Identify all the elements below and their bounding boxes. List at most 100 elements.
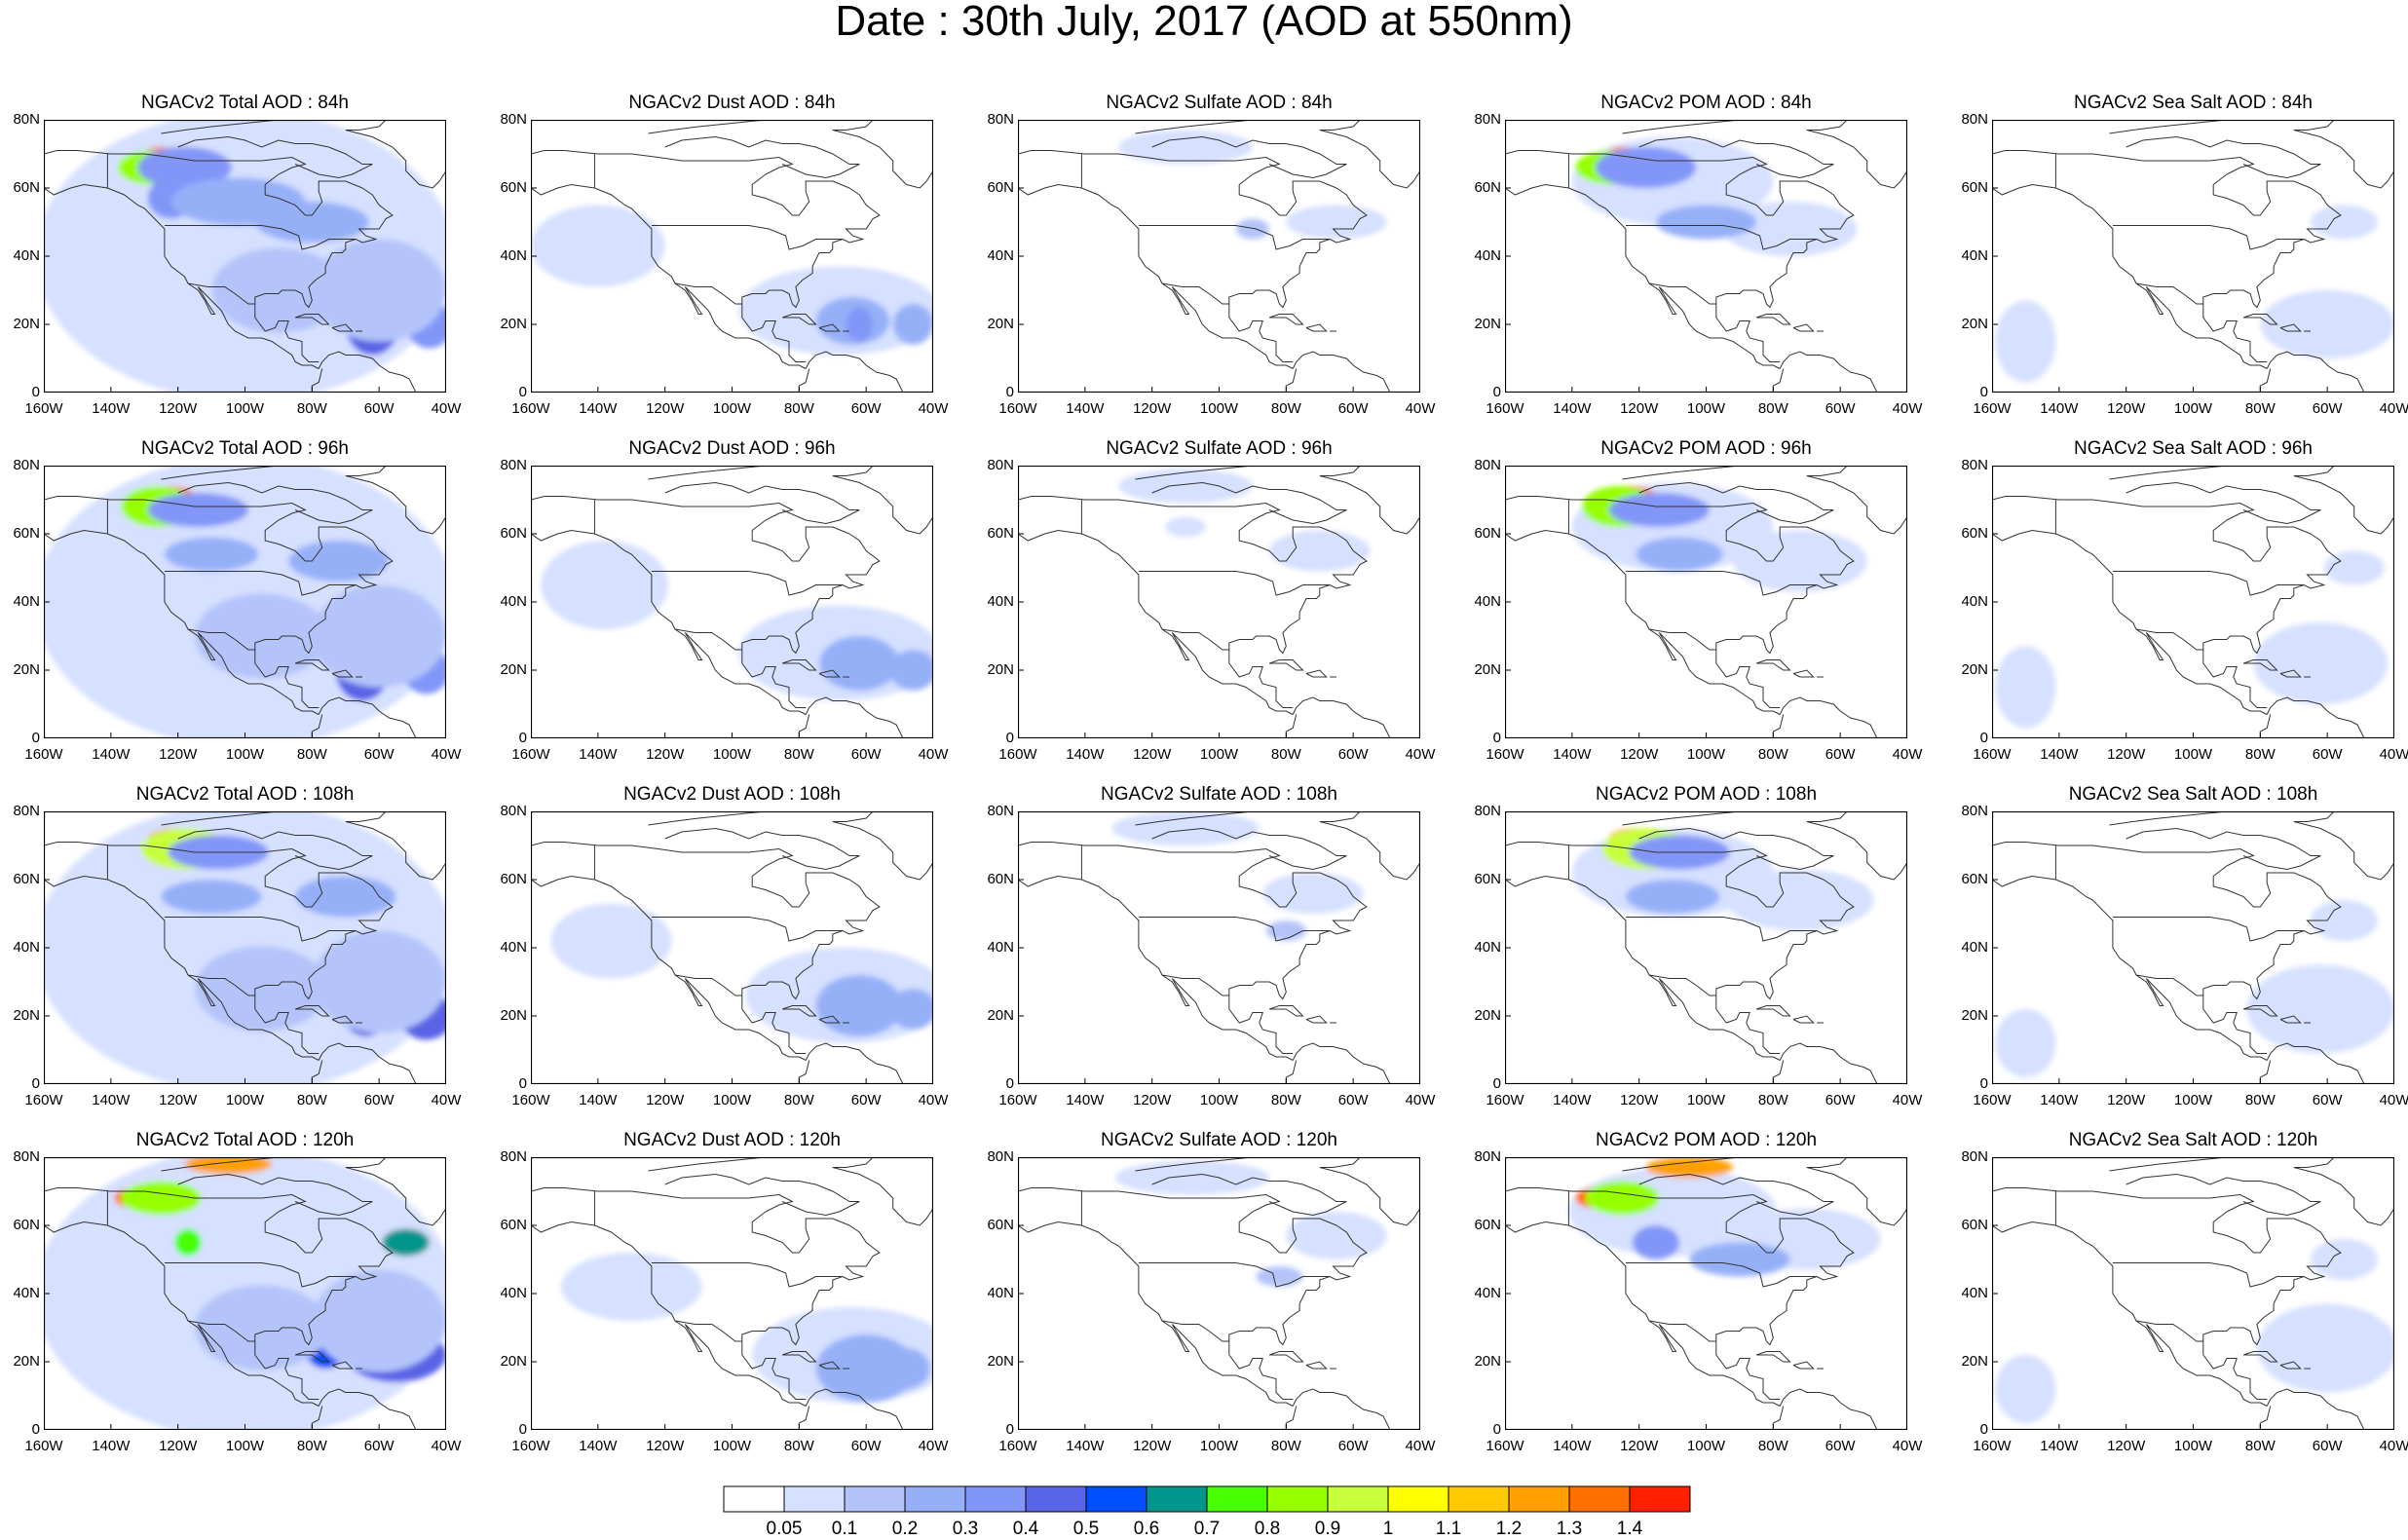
- x-tick-label: 40W: [1892, 1092, 1923, 1108]
- aod-plume: [1689, 1242, 1790, 1277]
- x-tick-label: 160W: [1486, 1092, 1524, 1108]
- colorbar-label: 0.05: [766, 1519, 803, 1539]
- x-tick-label: 160W: [24, 746, 63, 763]
- x-tick-label: 100W: [2173, 400, 2213, 417]
- x-tick-label: 120W: [1620, 746, 1659, 763]
- y-tick-label: 80N: [987, 457, 1014, 473]
- y-tick-label: 40N: [500, 1285, 527, 1301]
- y-tick-label: 40N: [987, 247, 1014, 264]
- y-tick-label: 20N: [13, 661, 40, 678]
- x-tick-label: 120W: [2107, 1438, 2146, 1454]
- colorbar-swatch: [1025, 1485, 1087, 1513]
- aod-plume: [174, 1228, 202, 1257]
- panel-title: NGACv2 Total AOD : 84h: [141, 93, 349, 113]
- y-tick-label: 20N: [1474, 1353, 1501, 1370]
- y-tick-label: 40N: [1474, 593, 1501, 610]
- x-tick-label: 80W: [296, 1438, 327, 1454]
- y-tick-label: 60N: [500, 179, 527, 196]
- coastline: [1992, 120, 2394, 393]
- x-tick-label: 40W: [918, 1092, 949, 1108]
- x-tick-label: 140W: [579, 1092, 618, 1108]
- x-tick-label: 160W: [998, 746, 1037, 763]
- coastline: [1505, 466, 1907, 738]
- x-tick-label: 160W: [1486, 746, 1524, 763]
- x-tick-label: 160W: [511, 400, 550, 417]
- colorbar-swatch: [1387, 1485, 1449, 1513]
- y-tick-label: 20N: [1474, 1007, 1501, 1024]
- x-tick-label: 140W: [1553, 1092, 1592, 1108]
- x-tick-label: 100W: [2173, 1092, 2213, 1108]
- panel-title: NGACv2 Sulfate AOD : 84h: [1106, 93, 1333, 113]
- x-tick-label: 160W: [24, 1092, 63, 1108]
- aod-map-dust: [531, 466, 933, 738]
- x-tick-label: 140W: [92, 1092, 131, 1108]
- aod-map-total: [44, 811, 446, 1084]
- y-tick-label: 20N: [1961, 1007, 1988, 1024]
- aod-map-dust: [531, 811, 933, 1084]
- y-tick-label: 20N: [13, 1353, 40, 1370]
- colorbar-swatch: [904, 1485, 966, 1513]
- coastline: [1505, 811, 1907, 1084]
- x-tick-label: 160W: [1973, 1092, 2012, 1108]
- x-tick-label: 60W: [1825, 746, 1856, 763]
- x-tick-label: 60W: [2312, 1092, 2343, 1108]
- x-tick-label: 100W: [1199, 1092, 1239, 1108]
- coastline: [44, 1157, 446, 1430]
- y-tick-label: 60N: [1474, 525, 1501, 542]
- y-tick-label: 0: [1005, 1075, 1014, 1092]
- y-tick-label: 60N: [987, 179, 1014, 196]
- aod-plume: [2310, 1239, 2378, 1280]
- aod-plume: [1262, 873, 1364, 914]
- y-tick-label: 20N: [13, 1007, 40, 1024]
- colorbar-label: 0.3: [952, 1519, 979, 1539]
- coastline: [531, 1157, 933, 1430]
- aod-plume: [2260, 290, 2394, 358]
- x-tick-label: 100W: [2173, 746, 2213, 763]
- x-tick-label: 160W: [511, 1092, 550, 1108]
- x-tick-label: 160W: [998, 1092, 1037, 1108]
- aod-plume: [2310, 205, 2378, 240]
- x-tick-label: 60W: [1825, 400, 1856, 417]
- x-tick-label: 40W: [1405, 1438, 1436, 1454]
- x-tick-label: 140W: [579, 1438, 618, 1454]
- x-tick-label: 40W: [918, 400, 949, 417]
- coastline: [44, 466, 446, 738]
- aod-map-sulfate: [1018, 120, 1420, 393]
- x-tick-label: 160W: [24, 400, 63, 417]
- aod-plume: [312, 584, 446, 688]
- colorbar-swatch: [1266, 1485, 1329, 1513]
- colorbar-swatch: [1327, 1485, 1389, 1513]
- coastline: [531, 466, 933, 738]
- y-tick-label: 80N: [13, 111, 40, 128]
- aod-map-pom: [1505, 120, 1907, 393]
- x-tick-label: 100W: [225, 1092, 265, 1108]
- panel-title: NGACv2 POM AOD : 120h: [1595, 1130, 1818, 1150]
- y-tick-label: 40N: [13, 939, 40, 956]
- aod-plume: [1286, 1212, 1387, 1259]
- colorbar-swatch: [723, 1485, 785, 1513]
- aod-map-seasalt: [1992, 1157, 2394, 1430]
- y-tick-label: 80N: [1474, 803, 1501, 819]
- x-tick-label: 160W: [24, 1438, 63, 1454]
- y-tick-label: 0: [31, 384, 40, 400]
- coastline: [1505, 120, 1907, 393]
- panel-title: NGACv2 Sea Salt AOD : 96h: [2073, 438, 2313, 459]
- x-tick-label: 120W: [2107, 400, 2146, 417]
- x-tick-label: 40W: [2379, 1438, 2408, 1454]
- y-tick-label: 20N: [1961, 316, 1988, 332]
- aod-plume: [1585, 1181, 1660, 1216]
- colorbar-label: 0.4: [1012, 1519, 1039, 1539]
- y-tick-label: 20N: [500, 316, 527, 332]
- aod-plume: [382, 1228, 430, 1257]
- panel-title: NGACv2 Sulfate AOD : 96h: [1106, 438, 1333, 459]
- aod-plume: [1995, 646, 2056, 729]
- x-tick-label: 140W: [2040, 746, 2079, 763]
- y-tick-label: 40N: [500, 939, 527, 956]
- x-tick-label: 140W: [1066, 400, 1105, 417]
- panel-title: NGACv2 Sea Salt AOD : 84h: [2073, 93, 2313, 113]
- aod-plume: [892, 304, 933, 345]
- y-tick-label: 0: [31, 1421, 40, 1438]
- colorbar-label: 0.1: [831, 1519, 858, 1539]
- colorbar-label: 0.5: [1072, 1519, 1100, 1539]
- y-tick-label: 40N: [1961, 939, 1988, 956]
